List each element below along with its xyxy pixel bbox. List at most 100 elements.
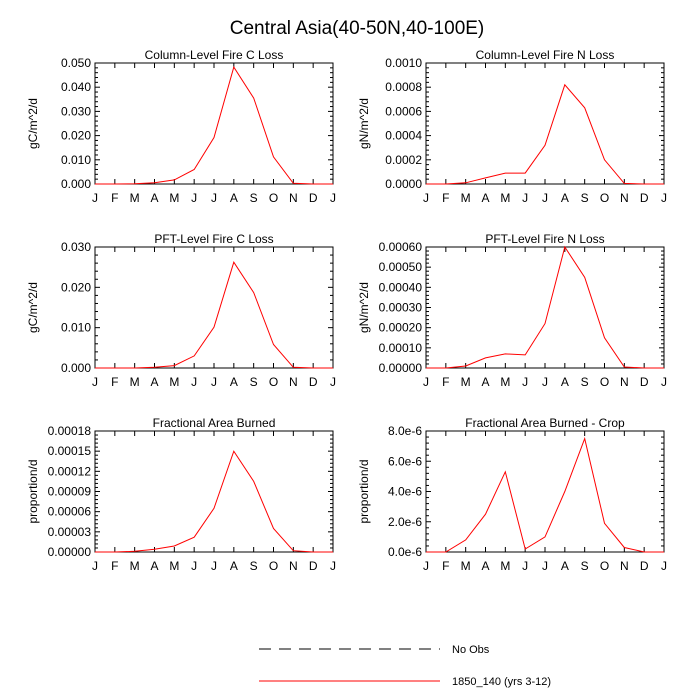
x-tick-label: M (500, 191, 510, 205)
legend-label: 1850_140 (yrs 3-12) (452, 676, 551, 688)
x-tick-label: N (620, 191, 629, 205)
y-axis-label: proportion/d (357, 459, 371, 523)
plot-frame (425, 246, 665, 369)
x-tick-label: M (169, 191, 179, 205)
y-tick-label: 0.010 (61, 153, 91, 167)
x-tick-label: J (211, 375, 217, 389)
y-tick-label: 0.010 (61, 321, 91, 335)
x-tick-label: F (442, 375, 449, 389)
x-tick-label: M (130, 191, 140, 205)
y-tick-label: 0.0008 (385, 80, 422, 94)
y-axis-label: gC/m^2/d (26, 98, 40, 149)
series-line (95, 450, 333, 553)
y-tick-label: 0.00015 (48, 444, 92, 458)
y-tick-label: 0.000 (61, 361, 91, 375)
x-tick-label: O (600, 559, 609, 573)
y-tick-label: 0.00006 (48, 505, 92, 519)
y-tick-label: 0.0010 (385, 56, 422, 70)
plot-frame (94, 62, 334, 185)
x-tick-label: J (542, 375, 548, 389)
x-tick-label: F (442, 191, 449, 205)
y-tick-label: 0.00020 (379, 321, 423, 335)
y-tick-label: 0.00012 (48, 464, 92, 478)
x-tick-label: A (230, 375, 238, 389)
x-tick-label: M (500, 559, 510, 573)
y-tick-label: 0.00003 (48, 525, 92, 539)
panel-title: Fractional Area Burned - Crop (465, 416, 625, 430)
series-line (95, 261, 333, 369)
plot-frame (94, 430, 334, 553)
x-tick-label: J (330, 559, 336, 573)
x-tick-label: N (620, 559, 629, 573)
y-tick-label: 4.0e-6 (388, 485, 422, 499)
y-tick-label: 0.000 (61, 177, 91, 191)
x-tick-label: M (169, 375, 179, 389)
x-tick-label: N (289, 375, 298, 389)
x-tick-label: N (620, 375, 629, 389)
x-tick-label: A (561, 559, 569, 573)
x-tick-label: N (289, 191, 298, 205)
y-tick-label: 0.030 (61, 104, 91, 118)
x-tick-label: O (269, 559, 278, 573)
x-tick-label: J (211, 559, 217, 573)
panel-title: PFT-Level Fire C Loss (154, 232, 273, 246)
x-tick-label: A (150, 191, 158, 205)
y-tick-label: 0.050 (61, 56, 91, 70)
y-tick-label: 0.00000 (48, 545, 92, 559)
panel-title: Column-Level Fire C Loss (145, 48, 284, 62)
y-tick-label: 0.00040 (379, 280, 423, 294)
y-tick-label: 0.0e-6 (388, 545, 422, 559)
x-tick-label: D (309, 375, 318, 389)
x-tick-label: A (481, 191, 489, 205)
x-tick-label: A (481, 559, 489, 573)
x-tick-label: D (640, 191, 649, 205)
x-tick-label: S (581, 375, 589, 389)
figure-title: Central Asia(40-50N,40-100E) (230, 18, 485, 39)
x-tick-label: M (461, 191, 471, 205)
x-tick-label: A (230, 559, 238, 573)
x-tick-label: J (661, 375, 667, 389)
x-tick-label: M (169, 559, 179, 573)
x-tick-label: D (309, 559, 318, 573)
x-tick-label: N (289, 559, 298, 573)
y-tick-label: 0.0000 (385, 177, 422, 191)
x-tick-label: J (423, 191, 429, 205)
x-tick-label: J (191, 191, 197, 205)
y-tick-label: 0.00050 (379, 260, 423, 274)
series-line (95, 65, 333, 185)
x-tick-label: F (111, 191, 118, 205)
x-tick-label: J (191, 559, 197, 573)
panel-title: Fractional Area Burned (153, 416, 276, 430)
x-tick-label: D (640, 375, 649, 389)
x-tick-label: J (92, 559, 98, 573)
legend-label: No Obs (452, 644, 490, 656)
x-tick-label: J (423, 375, 429, 389)
x-tick-label: M (461, 375, 471, 389)
x-tick-label: J (211, 191, 217, 205)
y-tick-label: 0.00030 (379, 301, 423, 315)
y-axis-label: gC/m^2/d (26, 282, 40, 333)
y-tick-label: 0.040 (61, 80, 91, 94)
x-tick-label: M (130, 375, 140, 389)
x-tick-label: J (661, 191, 667, 205)
plot-frame (94, 246, 334, 369)
x-tick-label: A (561, 191, 569, 205)
x-tick-label: S (581, 191, 589, 205)
x-tick-label: S (581, 559, 589, 573)
x-tick-label: M (461, 559, 471, 573)
x-tick-label: J (522, 375, 528, 389)
panel-title: Column-Level Fire N Loss (476, 48, 615, 62)
y-tick-label: 0.00060 (379, 240, 423, 254)
x-tick-label: O (269, 375, 278, 389)
y-tick-label: 8.0e-6 (388, 424, 422, 438)
y-tick-label: 6.0e-6 (388, 454, 422, 468)
x-tick-label: S (250, 191, 258, 205)
x-tick-label: F (111, 375, 118, 389)
x-tick-label: A (150, 375, 158, 389)
x-tick-label: J (191, 375, 197, 389)
x-tick-label: D (309, 191, 318, 205)
